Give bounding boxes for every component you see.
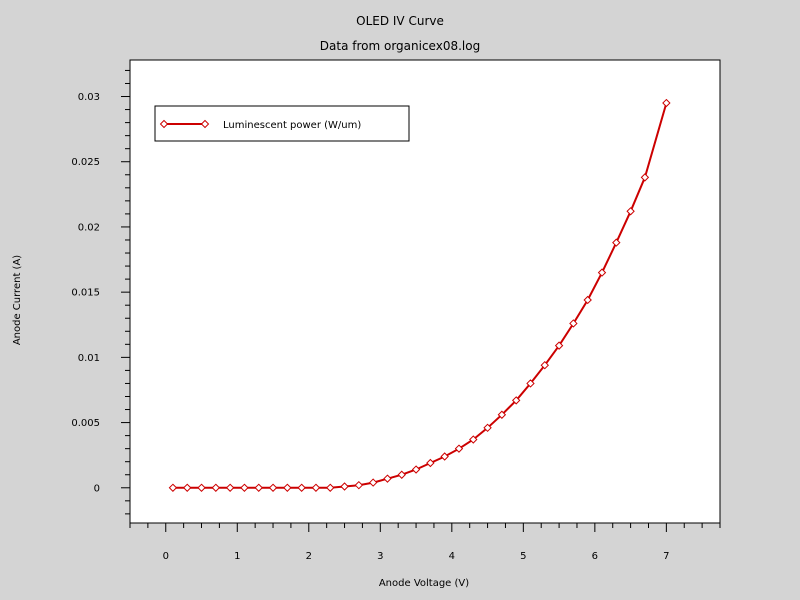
data-point	[383, 474, 392, 483]
y-tick-label: 0.02	[78, 222, 100, 233]
data-point	[297, 483, 306, 492]
x-tick-label: 4	[449, 551, 455, 562]
legend-marker-left	[159, 119, 169, 129]
data-point	[640, 173, 650, 182]
data-point	[311, 483, 321, 492]
data-point	[340, 482, 349, 491]
data-point	[554, 341, 564, 350]
y-tick-label: 0.025	[71, 157, 100, 168]
data-point	[225, 483, 235, 492]
data-point	[240, 483, 249, 492]
data-point	[168, 483, 178, 492]
data-point	[569, 319, 578, 328]
data-point	[626, 207, 635, 216]
data-point	[540, 360, 549, 370]
legend-label: Luminescent power (W/um)	[223, 120, 361, 131]
data-point	[426, 458, 435, 468]
x-tick-label: 5	[520, 551, 526, 562]
chart-subtitle: Data from organicex08.log	[320, 39, 480, 53]
data-point	[583, 295, 592, 305]
x-axis: 0 1 2 3 4 5 6 7	[129, 523, 721, 562]
x-tick-label: 1	[234, 551, 240, 562]
y-tick-label: 0	[94, 483, 100, 494]
data-point	[469, 435, 478, 444]
data-point	[211, 483, 221, 492]
data-point	[397, 470, 406, 479]
y-axis: 0 0.005 0.01 0.015 0.02 0.025 0.03	[71, 69, 130, 515]
data-point	[526, 379, 535, 388]
legend-marker-right	[200, 119, 210, 129]
legend: Luminescent power (W/um)	[154, 105, 410, 142]
y-axis-label: Anode Current (A)	[12, 255, 23, 345]
data-point	[597, 268, 607, 277]
y-tick-label: 0.03	[78, 92, 100, 103]
data-point	[268, 483, 278, 492]
data-point	[183, 483, 192, 492]
y-tick-label: 0.015	[71, 288, 100, 299]
x-tick-label: 0	[163, 551, 169, 562]
data-point	[368, 478, 378, 487]
series-layer	[168, 98, 671, 492]
data-point	[354, 480, 364, 490]
data-point	[411, 465, 421, 474]
data-point	[440, 452, 449, 461]
data-point	[612, 238, 621, 247]
data-point	[483, 423, 492, 432]
data-point	[197, 483, 206, 492]
data-point	[511, 396, 521, 405]
x-tick-label: 7	[663, 551, 669, 562]
x-tick-label: 2	[306, 551, 312, 562]
y-tick-label: 0.005	[71, 418, 100, 429]
y-tick-label: 0.01	[78, 353, 100, 364]
data-point	[454, 444, 464, 453]
data-point	[497, 410, 507, 419]
x-axis-label: Anode Voltage (V)	[379, 578, 469, 589]
x-tick-label: 6	[592, 551, 598, 562]
chart-title: OLED IV Curve	[356, 14, 444, 28]
data-point	[283, 483, 292, 492]
data-point	[662, 98, 671, 108]
data-point	[254, 483, 263, 492]
x-tick-label: 3	[377, 551, 383, 562]
data-point	[326, 483, 335, 492]
